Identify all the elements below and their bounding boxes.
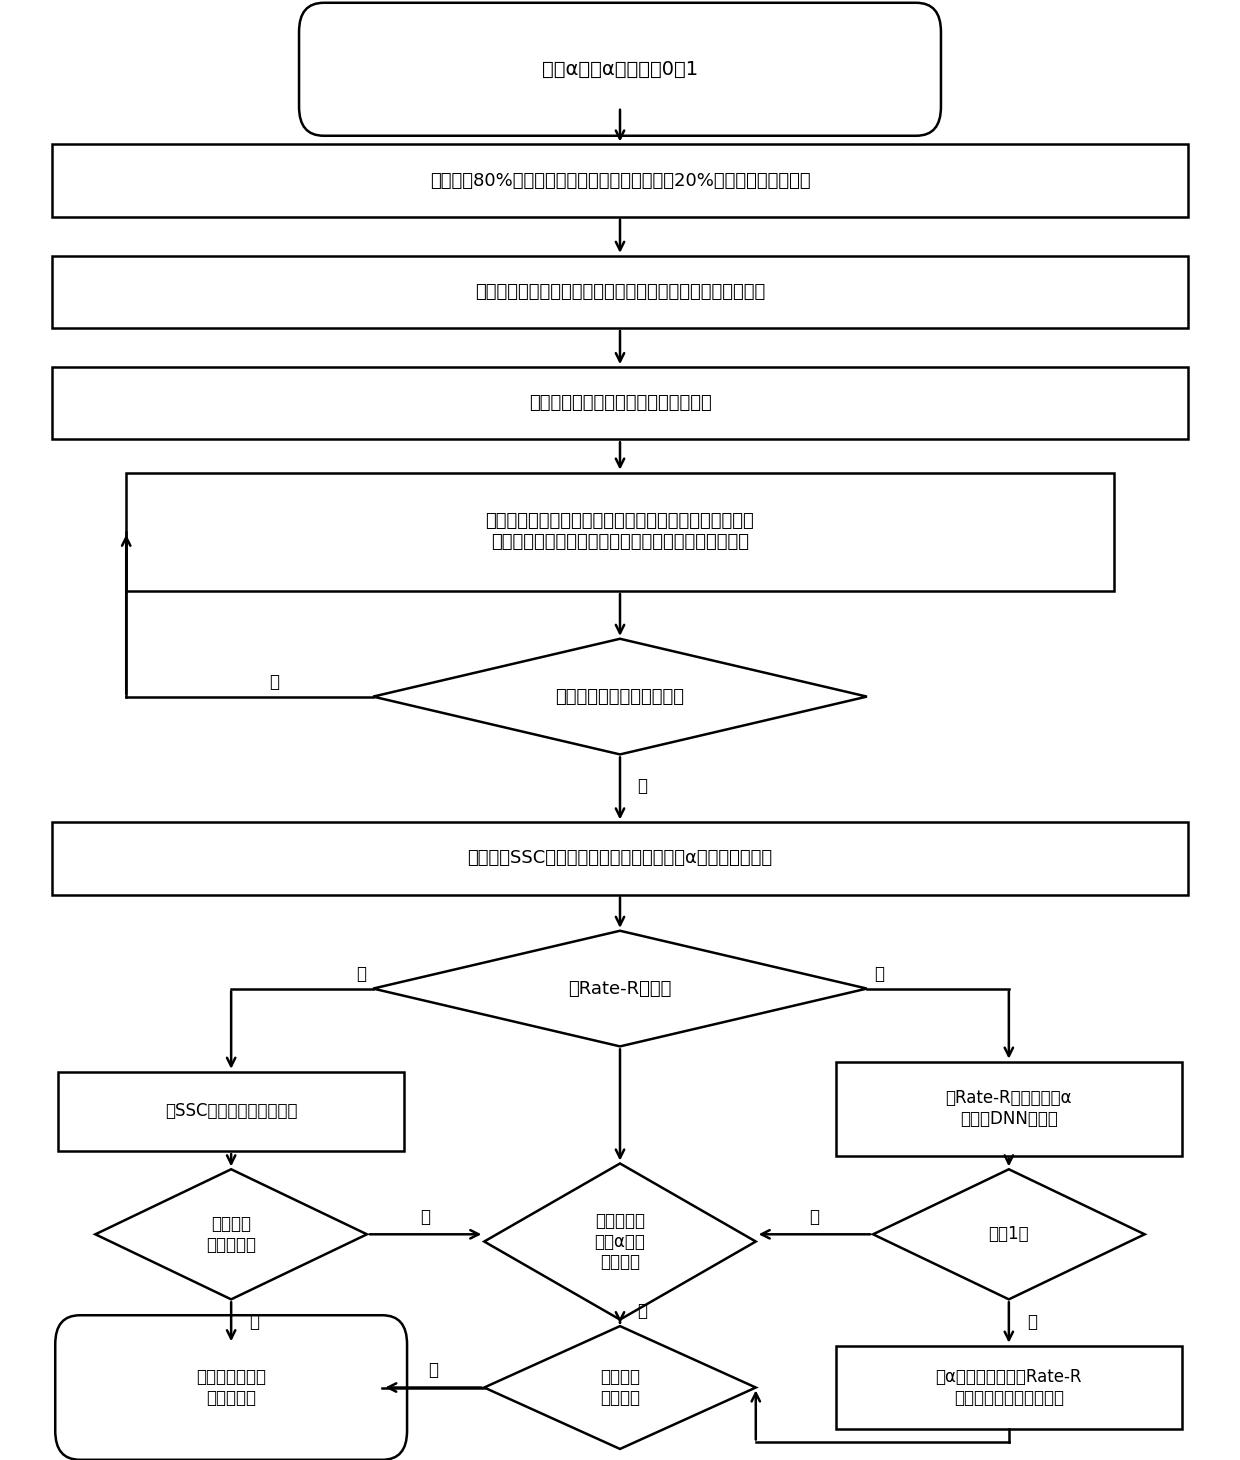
Bar [836, 1061, 1182, 1155]
Text: 以SSC的译码方式进行译码: 以SSC的译码方式进行译码 [165, 1102, 298, 1120]
Bar [52, 366, 1188, 439]
Text: 输出1？: 输出1？ [988, 1225, 1029, 1244]
Text: 是否已完成所有样本训练？: 是否已完成所有样本训练？ [556, 688, 684, 705]
Polygon shape [373, 931, 867, 1047]
Polygon shape [373, 639, 867, 755]
FancyBboxPatch shape [299, 3, 941, 136]
Text: 否: 否 [637, 1302, 647, 1320]
Text: 是Rate-R结点？: 是Rate-R结点？ [568, 980, 672, 997]
Text: 是: 是 [1028, 1314, 1038, 1332]
Text: 是: 是 [874, 965, 884, 983]
Text: 设置输入层、隐藏层及输出层的节点数目，搭建深度神经网络: 设置输入层、隐藏层及输出层的节点数目，搭建深度神经网络 [475, 283, 765, 301]
Text: 否: 否 [356, 965, 366, 983]
Text: 否: 否 [810, 1207, 820, 1226]
Bar [836, 1346, 1182, 1429]
Bar [52, 255, 1188, 328]
Text: 最后一个
叶子结点？: 最后一个 叶子结点？ [206, 1215, 257, 1254]
Text: 前向求出各个隐藏层和输出层的输出、输出层与预期输出
的偏差、各个隐藏层的误差，并调整权值和神经元偏置: 前向求出各个隐藏层和输出层的输出、输出层与预期输出 的偏差、各个隐藏层的误差，并… [486, 512, 754, 552]
Bar [58, 1072, 404, 1150]
Text: 输出译码结果。
退出译码。: 输出译码结果。 退出译码。 [196, 1368, 267, 1407]
Polygon shape [873, 1169, 1145, 1299]
Text: 否: 否 [420, 1207, 430, 1226]
Text: 否: 否 [269, 673, 279, 691]
Text: 记录α及与α相对应的0或1: 记录α及与α相对应的0或1 [542, 60, 698, 79]
Text: 对α作硬判决，得到Rate-R
对应叶子结点的译码比特: 对α作硬判决，得到Rate-R 对应叶子结点的译码比特 [936, 1368, 1083, 1407]
FancyBboxPatch shape [56, 1315, 407, 1460]
Text: 是: 是 [249, 1313, 259, 1330]
Polygon shape [95, 1169, 367, 1299]
Bar [52, 822, 1188, 895]
Text: 对网络权值和神经元偏置进行随机赋值: 对网络权值和神经元偏置进行随机赋值 [528, 394, 712, 412]
Text: 是: 是 [428, 1361, 438, 1380]
Polygon shape [484, 1326, 756, 1448]
Bar [126, 473, 1114, 591]
Polygon shape [484, 1164, 756, 1320]
Text: 将Rate-R结点对应的α
输入到DNN模型中: 将Rate-R结点对应的α 输入到DNN模型中 [946, 1089, 1073, 1129]
Text: 是: 是 [637, 777, 647, 796]
Text: 对下一个要
计算α的结
点作判断: 对下一个要 计算α的结 点作判断 [594, 1212, 646, 1272]
Text: 随机选取80%组数据作为训练样本，并将余下的20%组数据作为测试样本: 随机选取80%组数据作为训练样本，并将余下的20%组数据作为测试样本 [430, 172, 810, 190]
Text: 已完成所
有译码？: 已完成所 有译码？ [600, 1368, 640, 1407]
Text: 开始遍历SSC译码码树，并对第一个要计算α的结点进行判断: 开始遍历SSC译码码树，并对第一个要计算α的结点进行判断 [467, 850, 773, 867]
Bar [52, 145, 1188, 216]
